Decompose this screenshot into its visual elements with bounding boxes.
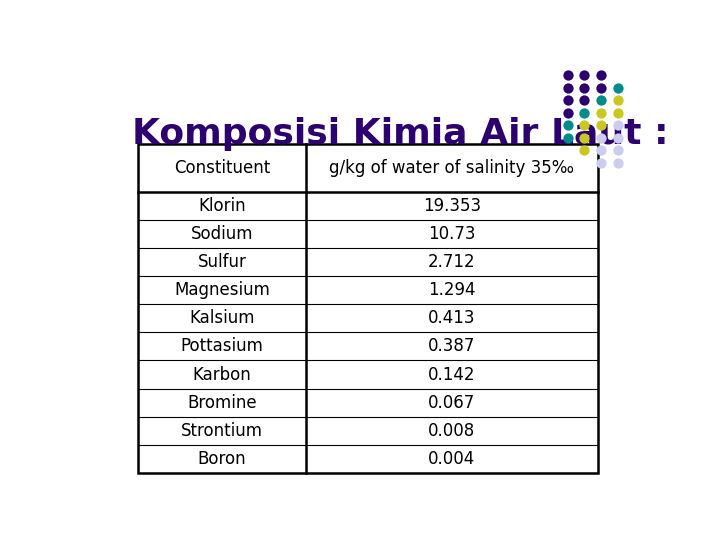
Text: Klorin: Klorin xyxy=(198,197,246,215)
Text: Boron: Boron xyxy=(197,450,246,468)
Text: g/kg of water of salinity 35‰: g/kg of water of salinity 35‰ xyxy=(329,159,575,177)
Text: Constituent: Constituent xyxy=(174,159,270,177)
Text: Komposisi Kimia Air Laut :: Komposisi Kimia Air Laut : xyxy=(132,117,668,151)
Text: 0.008: 0.008 xyxy=(428,422,475,440)
Text: Bromine: Bromine xyxy=(187,394,257,411)
Text: 0.067: 0.067 xyxy=(428,394,475,411)
Text: Magnesium: Magnesium xyxy=(174,281,270,299)
Text: 19.353: 19.353 xyxy=(423,197,481,215)
Text: Karbon: Karbon xyxy=(192,366,251,383)
Text: 10.73: 10.73 xyxy=(428,225,475,243)
Text: Sodium: Sodium xyxy=(191,225,253,243)
Text: Strontium: Strontium xyxy=(181,422,263,440)
Text: 0.387: 0.387 xyxy=(428,338,475,355)
Text: Kalsium: Kalsium xyxy=(189,309,255,327)
Text: Sulfur: Sulfur xyxy=(197,253,246,271)
Text: 0.413: 0.413 xyxy=(428,309,475,327)
Text: 1.294: 1.294 xyxy=(428,281,475,299)
Text: 0.004: 0.004 xyxy=(428,450,475,468)
Text: 0.142: 0.142 xyxy=(428,366,475,383)
Text: 2.712: 2.712 xyxy=(428,253,475,271)
Text: Pottasium: Pottasium xyxy=(181,338,264,355)
